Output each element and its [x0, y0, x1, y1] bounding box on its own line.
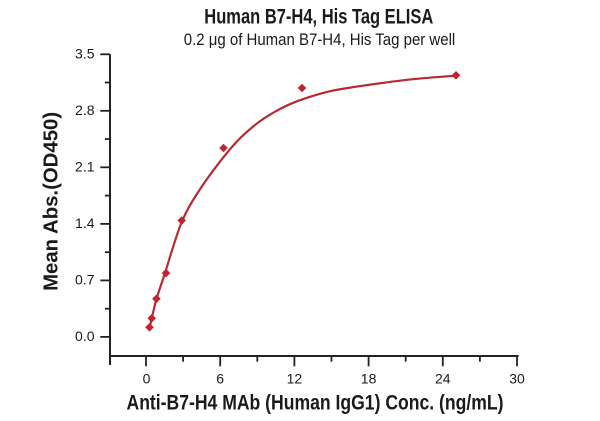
svg-text:6: 6: [216, 370, 224, 386]
svg-text:18: 18: [361, 370, 377, 386]
svg-text:1.4: 1.4: [75, 215, 95, 231]
svg-text:24: 24: [435, 370, 451, 386]
svg-text:0.2 μg of Human B7-H4, His Tag: 0.2 μg of Human B7-H4, His Tag per well: [184, 30, 456, 49]
svg-text:12: 12: [287, 370, 303, 386]
svg-text:0.0: 0.0: [75, 328, 95, 344]
svg-text:2.8: 2.8: [75, 102, 95, 118]
svg-text:2.1: 2.1: [75, 159, 95, 175]
svg-text:0: 0: [143, 370, 151, 386]
svg-text:30: 30: [509, 370, 525, 386]
svg-text:0.7: 0.7: [75, 272, 95, 288]
svg-text:Mean Abs.(OD450): Mean Abs.(OD450): [40, 112, 62, 291]
svg-text:Anti-B7-H4 MAb (Human IgG1) Co: Anti-B7-H4 MAb (Human IgG1) Conc. (ng/mL…: [127, 392, 504, 415]
svg-text:3.5: 3.5: [75, 46, 95, 62]
svg-text:Human B7-H4, His Tag ELISA: Human B7-H4, His Tag ELISA: [204, 6, 433, 29]
